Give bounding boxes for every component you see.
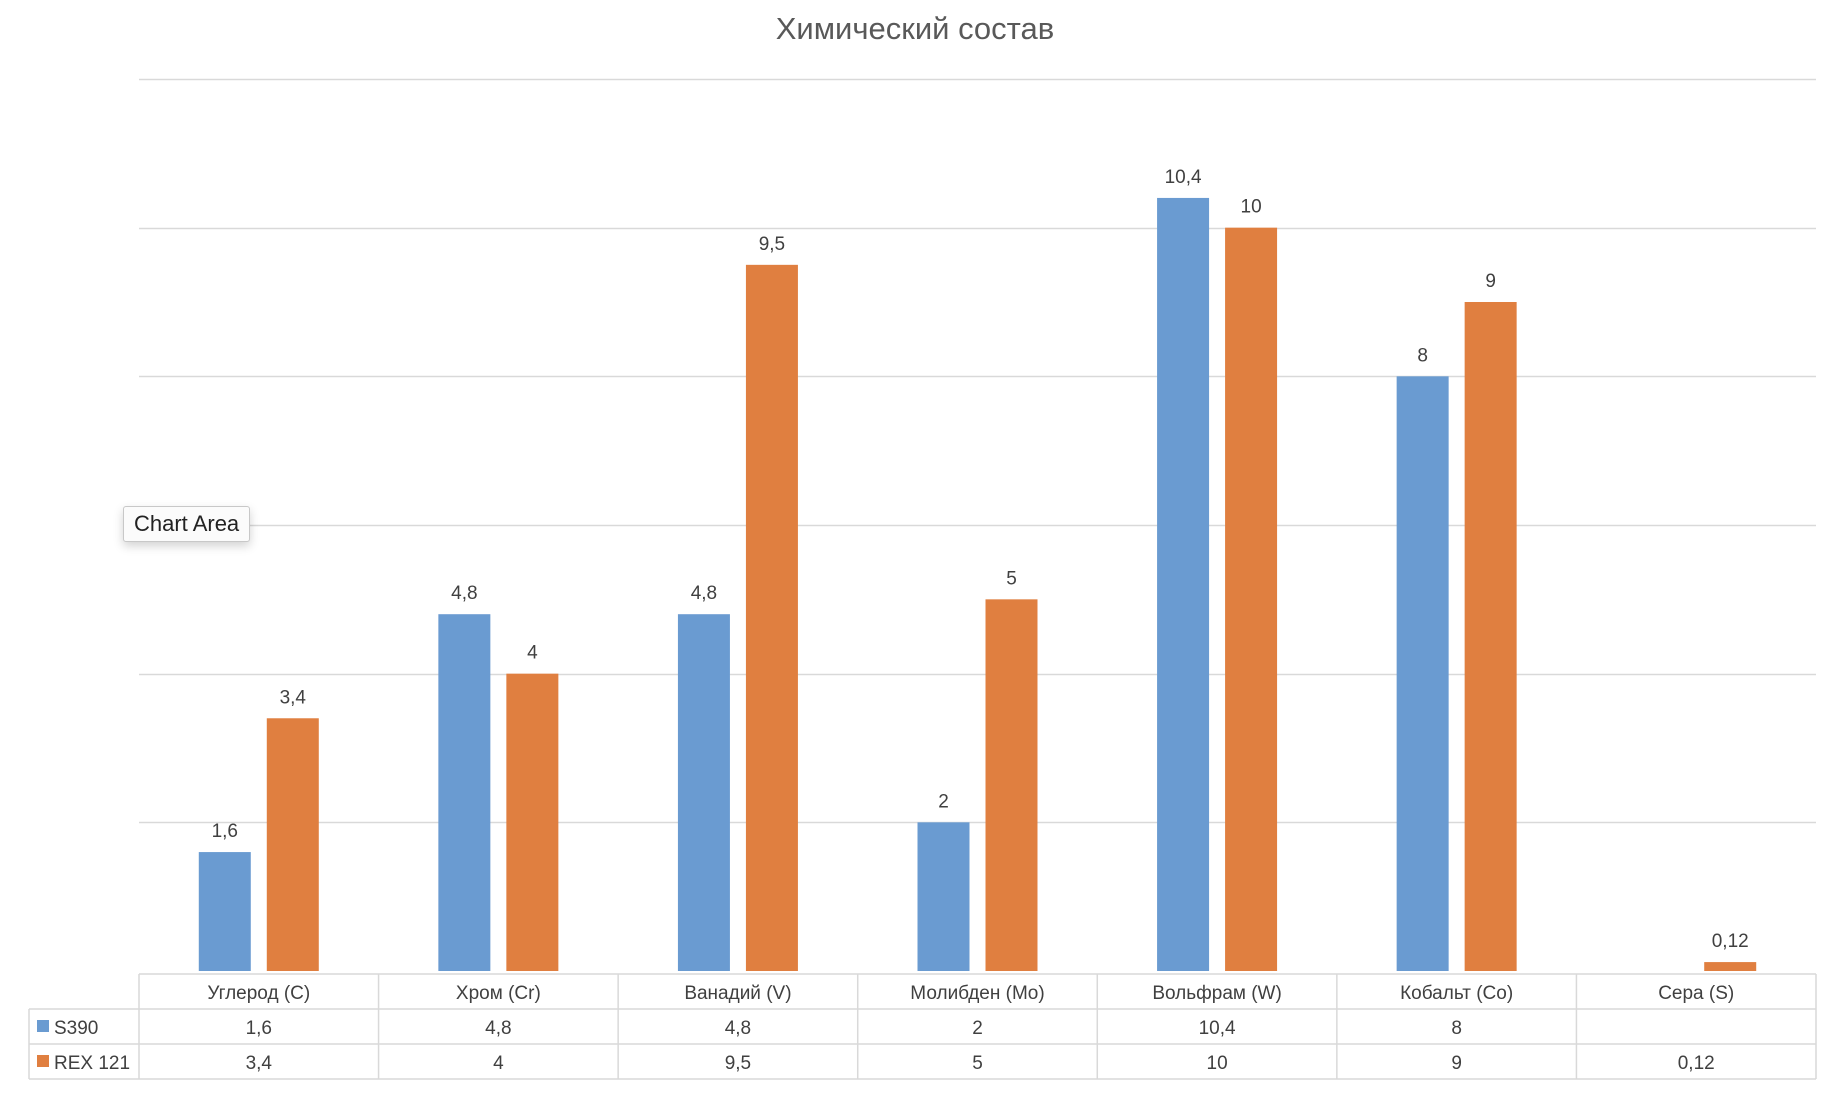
- table-cell: 0,12: [1678, 1053, 1715, 1074]
- data-label: 1,6: [212, 821, 238, 842]
- category-label: Углерод (C): [207, 983, 310, 1004]
- bar-rex121-2[interactable]: [745, 264, 798, 971]
- bar-rex121-0[interactable]: [266, 718, 319, 971]
- data-label: 4: [527, 643, 538, 664]
- data-labels: 1,6 3,4 4,8 4 4,8 9,5 2 5 10,4 10 8 9 0,12: [212, 167, 1749, 952]
- bar-rex121-3[interactable]: [985, 599, 1038, 971]
- table-cell: 5: [972, 1053, 983, 1074]
- bar-rex121-4[interactable]: [1225, 227, 1278, 971]
- category-label: Молибден (Mo): [910, 983, 1044, 1004]
- table-cell: 1,6: [246, 1018, 272, 1039]
- bar-s390-3[interactable]: [917, 822, 970, 971]
- bar-rex121-6[interactable]: [1704, 962, 1757, 971]
- data-label: 2: [938, 791, 949, 812]
- bars: [198, 197, 1757, 971]
- data-label: 5: [1006, 568, 1017, 589]
- data-label: 0,12: [1712, 931, 1749, 952]
- chart-area-tooltip: Chart Area: [123, 506, 251, 542]
- data-label: 4,8: [691, 583, 717, 604]
- table-cell: 10,4: [1199, 1018, 1236, 1039]
- table-cell: 3,4: [246, 1053, 273, 1074]
- gridlines: [139, 78, 1816, 824]
- bar-rex121-5[interactable]: [1464, 302, 1517, 971]
- table-cell: 9,5: [725, 1053, 751, 1074]
- legend-label: REX 121: [54, 1053, 130, 1074]
- table-cell: 4: [493, 1053, 504, 1074]
- data-label: 10,4: [1165, 167, 1202, 188]
- table-cell: 10: [1207, 1053, 1228, 1074]
- data-table: Углерод (C) Хром (Cr) Ванадий (V) Молибден …: [28, 973, 1817, 1080]
- category-label: Ванадий (V): [684, 983, 791, 1004]
- data-label: 4,8: [451, 583, 477, 604]
- bar-s390-0[interactable]: [198, 852, 251, 971]
- category-label: Вольфрам (W): [1152, 983, 1282, 1004]
- data-label: 9: [1485, 271, 1496, 292]
- bar-s390-2[interactable]: [677, 614, 730, 971]
- bar-s390-1[interactable]: [438, 614, 491, 971]
- data-label: 8: [1417, 345, 1428, 366]
- category-label: Кобальт (Co): [1400, 983, 1513, 1004]
- legend-swatch: [37, 1020, 49, 1032]
- category-label: Сера (S): [1658, 983, 1734, 1004]
- table-cell: 4,8: [485, 1018, 511, 1039]
- chart-title: Химический состав: [776, 11, 1054, 46]
- legend-swatch: [37, 1055, 49, 1067]
- bar-rex121-1[interactable]: [506, 673, 559, 971]
- bar-s390-4[interactable]: [1157, 197, 1210, 971]
- table-cell: 9: [1451, 1053, 1462, 1074]
- data-label: 3,4: [280, 687, 307, 708]
- table-cell: 8: [1451, 1018, 1462, 1039]
- bar-s390-5[interactable]: [1396, 376, 1449, 971]
- table-cell: 2: [972, 1018, 983, 1039]
- table-cell: 4,8: [725, 1018, 751, 1039]
- data-label: 10: [1241, 197, 1262, 218]
- data-label: 9,5: [759, 234, 785, 255]
- category-label: Хром (Cr): [456, 983, 541, 1004]
- legend-label: S390: [54, 1018, 98, 1039]
